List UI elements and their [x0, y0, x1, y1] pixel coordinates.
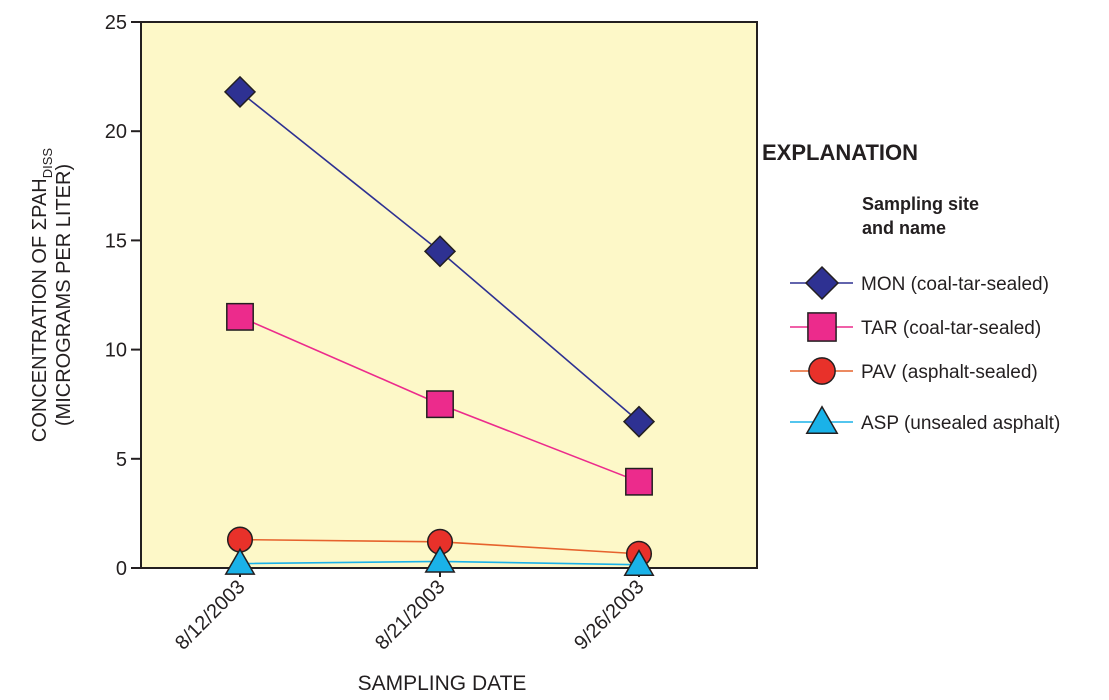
y-tick-label: 10 [105, 340, 127, 362]
data-point-square [226, 302, 254, 331]
legend: MON (coal-tar-sealed) TAR (coal-tar-seale… [790, 265, 1060, 434]
legend-label: TAR (coal-tar-sealed) [861, 318, 1041, 339]
legend-marker-circle [808, 357, 836, 385]
legend-subtitle-line2: and name [862, 218, 947, 238]
x-axis-ticks: 8/12/2003 8/21/2003 9/26/2003 [171, 568, 649, 654]
x-tick-label: 8/21/2003 [371, 576, 449, 654]
data-point-square [426, 390, 454, 419]
y-tick-label: 25 [105, 12, 127, 34]
x-tick-label: 9/26/2003 [570, 576, 648, 654]
data-point-triangle [623, 548, 655, 576]
y-tick-label: 15 [105, 230, 127, 252]
series-markers [223, 75, 656, 576]
legend-marker-diamond [804, 265, 840, 301]
legend-subtitle-line1: Sampling site [862, 194, 980, 214]
legend-marker-square [807, 312, 837, 342]
legend-title: EXPLANATION [762, 140, 919, 165]
plot-area [140, 21, 758, 569]
y-tick-label: 0 [116, 558, 127, 580]
legend-subtitle: Sampling site and name [862, 192, 1062, 240]
data-point-triangle [424, 545, 456, 573]
y-axis-label-line2: (MICROGRAMS PER LITER) [53, 164, 75, 426]
legend-label: ASP (unsealed asphalt) [861, 413, 1060, 434]
y-axis-label-subscript: DISS [40, 148, 55, 179]
legend-label: MON (coal-tar-sealed) [861, 274, 1049, 295]
data-point-diamond [423, 235, 457, 268]
y-tick-label: 20 [105, 121, 127, 143]
data-point-diamond [622, 405, 656, 438]
data-point-square [625, 467, 653, 496]
y-axis-ticks: 0 5 10 15 20 25 [105, 12, 141, 580]
legend-label: PAV (asphalt-sealed) [861, 362, 1038, 383]
y-tick-label: 5 [116, 449, 127, 471]
y-axis-label-line1: CONCENTRATION OF ΣPAHDISS [29, 148, 55, 443]
data-point-diamond [223, 75, 257, 108]
legend-marker-triangle [805, 405, 839, 434]
x-axis-label: SAMPLING DATE [358, 672, 527, 695]
data-point-triangle [224, 547, 256, 575]
x-tick-label: 8/12/2003 [171, 576, 249, 654]
